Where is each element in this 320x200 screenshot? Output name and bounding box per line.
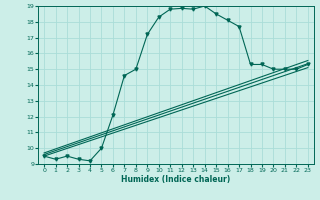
X-axis label: Humidex (Indice chaleur): Humidex (Indice chaleur) bbox=[121, 175, 231, 184]
